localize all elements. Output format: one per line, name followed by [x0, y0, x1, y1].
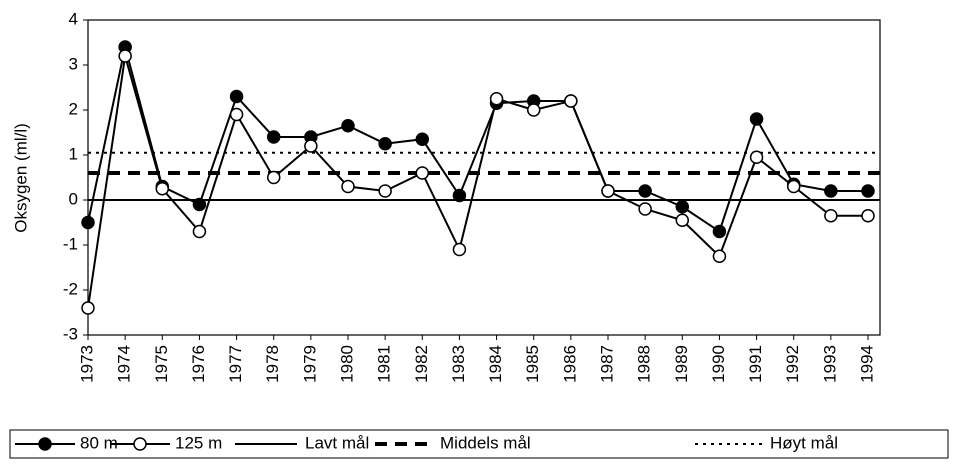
x-tick-label: 1980 — [337, 345, 356, 383]
data-point — [266, 130, 281, 144]
x-tick-label: 1988 — [635, 345, 654, 383]
data-point — [192, 224, 207, 239]
data-point — [824, 209, 838, 223]
data-point — [786, 179, 801, 194]
data-point — [341, 179, 355, 194]
legend-marker — [38, 437, 52, 451]
data-point — [155, 182, 170, 196]
x-tick-label: 1982 — [412, 345, 431, 383]
x-tick-label: 1990 — [709, 345, 728, 383]
legend-label: Høyt mål — [770, 433, 838, 452]
data-point — [452, 242, 467, 257]
x-tick-label: 1975 — [152, 345, 171, 383]
x-tick-label: 1991 — [746, 345, 765, 383]
legend-label: 80 m — [80, 433, 118, 452]
y-tick-label: 1 — [69, 144, 78, 163]
legend-label: 125 m — [175, 433, 222, 452]
data-point — [304, 139, 318, 153]
data-point — [675, 200, 690, 214]
data-point — [564, 94, 578, 108]
data-point — [675, 213, 690, 227]
y-axis-label: Oksygen (ml/l) — [11, 123, 30, 233]
y-tick-label: -1 — [63, 234, 78, 253]
y-tick-label: -3 — [63, 324, 78, 343]
data-point — [415, 166, 430, 180]
y-tick-label: 3 — [69, 54, 78, 73]
data-point — [229, 89, 244, 104]
legend-box — [9, 429, 949, 459]
data-point — [266, 170, 281, 185]
data-point — [81, 301, 95, 315]
data-point — [638, 184, 652, 198]
x-tick-label: 1992 — [783, 345, 802, 383]
data-point — [712, 249, 727, 263]
data-point — [452, 188, 467, 203]
x-tick-label: 1978 — [263, 345, 282, 383]
data-point — [712, 224, 727, 239]
x-tick-label: 1981 — [375, 345, 394, 383]
data-point — [415, 132, 430, 146]
legend-label: Middels mål — [440, 433, 531, 452]
data-point — [489, 92, 504, 106]
data-point — [824, 184, 838, 198]
x-tick-label: 1977 — [226, 345, 245, 383]
data-point — [749, 112, 764, 126]
x-tick-label: 1993 — [820, 345, 839, 383]
x-tick-label: 1979 — [300, 345, 319, 383]
data-point — [601, 184, 615, 198]
data-point — [861, 209, 875, 223]
x-tick-label: 1989 — [672, 345, 691, 383]
x-tick-label: 1994 — [857, 345, 876, 383]
y-tick-label: 2 — [69, 99, 78, 118]
y-tick-label: 0 — [69, 189, 78, 208]
x-tick-label: 1974 — [115, 345, 134, 383]
x-tick-label: 1987 — [597, 345, 616, 383]
plot-frame — [87, 19, 881, 336]
series-line — [87, 55, 868, 309]
data-point — [526, 103, 541, 117]
data-point — [229, 107, 244, 122]
data-point — [378, 184, 392, 198]
data-point — [118, 49, 132, 63]
x-tick-label: 1984 — [486, 345, 505, 383]
data-point — [378, 137, 392, 151]
data-point — [341, 119, 355, 133]
data-point — [861, 184, 875, 198]
data-point — [81, 215, 95, 230]
legend-marker — [133, 437, 147, 451]
x-tick-label: 1976 — [189, 345, 208, 383]
data-point — [192, 197, 207, 212]
data-point — [638, 202, 652, 216]
x-tick-label: 1986 — [560, 345, 579, 383]
x-tick-label: 1973 — [77, 345, 96, 383]
x-tick-label: 1983 — [449, 345, 468, 383]
y-tick-label: 4 — [69, 9, 78, 28]
legend-label: Lavt mål — [305, 433, 369, 452]
data-point — [749, 150, 764, 164]
y-tick-label: -2 — [63, 279, 78, 298]
series-line — [87, 46, 868, 234]
x-tick-label: 1985 — [523, 345, 542, 383]
